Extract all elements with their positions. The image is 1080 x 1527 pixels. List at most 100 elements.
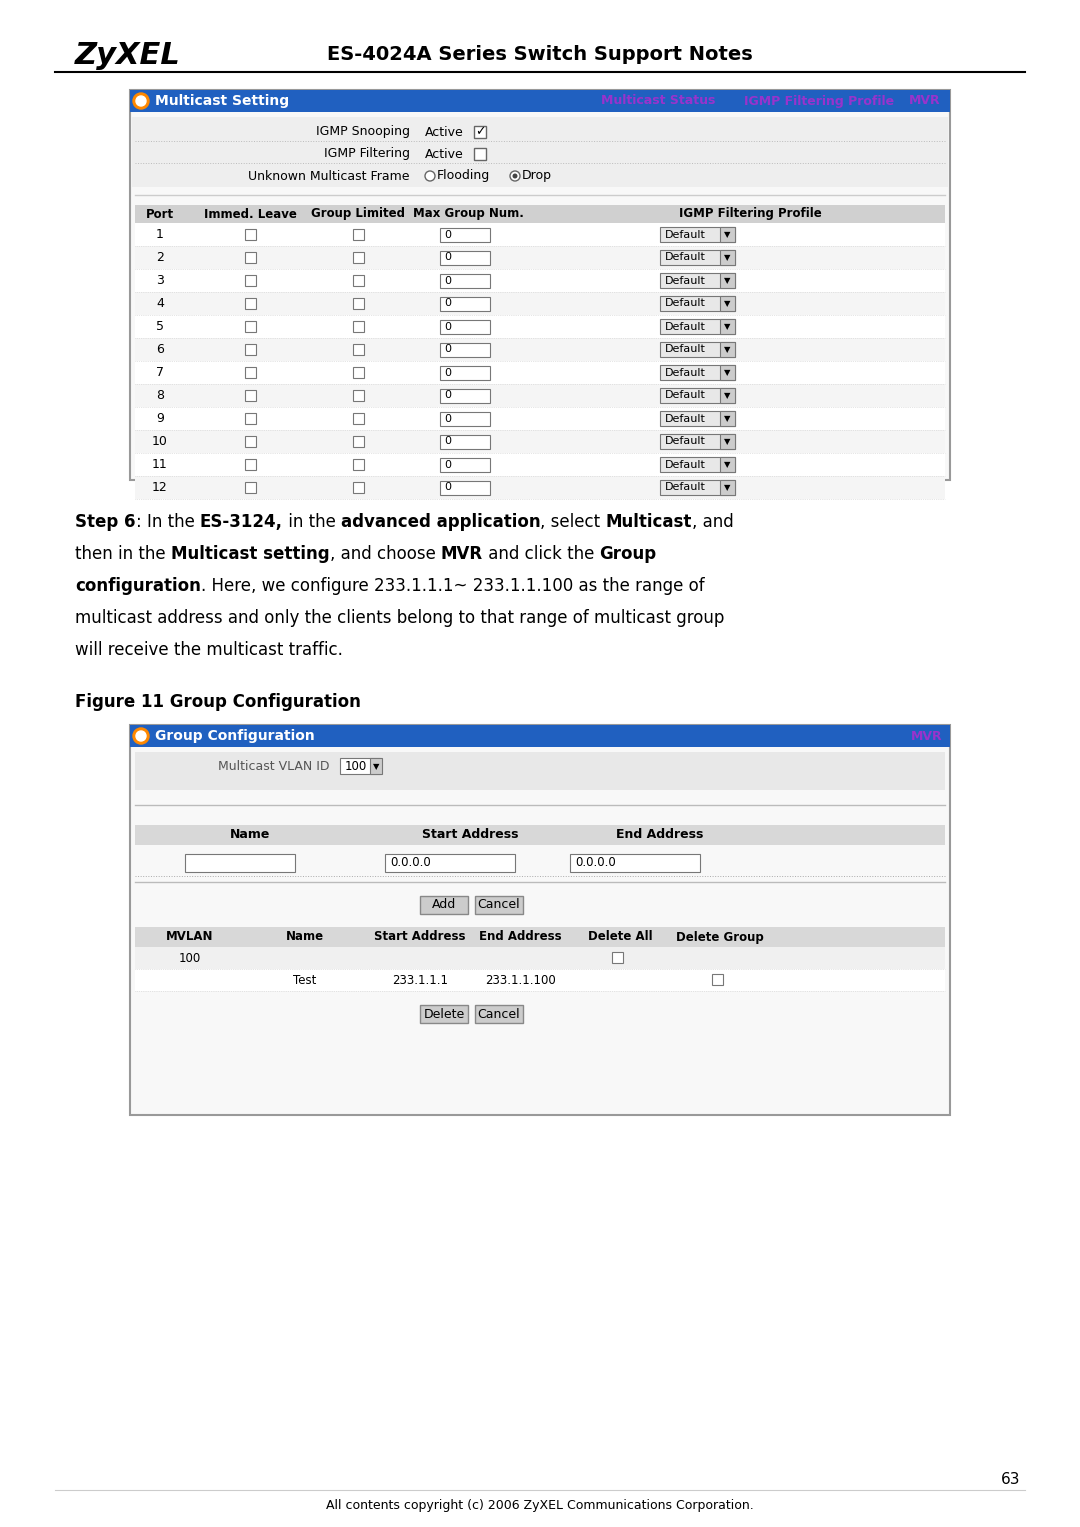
Text: 0: 0 xyxy=(444,252,451,263)
Text: multicast address and only the clients belong to that range of multicast group: multicast address and only the clients b… xyxy=(75,609,725,628)
Circle shape xyxy=(133,728,149,744)
Text: : In the: : In the xyxy=(135,513,200,531)
FancyBboxPatch shape xyxy=(660,457,735,472)
Text: 0: 0 xyxy=(444,298,451,308)
Circle shape xyxy=(133,93,149,108)
Text: IGMP Filtering Profile: IGMP Filtering Profile xyxy=(744,95,894,107)
FancyBboxPatch shape xyxy=(720,319,735,333)
FancyBboxPatch shape xyxy=(474,148,486,160)
FancyBboxPatch shape xyxy=(720,272,735,287)
Text: ZyXEL: ZyXEL xyxy=(75,41,180,70)
Text: Test: Test xyxy=(294,974,316,986)
FancyBboxPatch shape xyxy=(440,435,490,449)
Text: ▼: ▼ xyxy=(724,437,730,446)
FancyBboxPatch shape xyxy=(440,273,490,287)
FancyBboxPatch shape xyxy=(612,951,623,964)
FancyBboxPatch shape xyxy=(440,342,490,356)
Text: and click the: and click the xyxy=(483,545,599,563)
FancyBboxPatch shape xyxy=(135,269,945,292)
FancyBboxPatch shape xyxy=(353,252,364,263)
Text: ▼: ▼ xyxy=(724,231,730,240)
Text: Start Address: Start Address xyxy=(375,930,465,944)
Text: 63: 63 xyxy=(1000,1472,1020,1487)
Text: 12: 12 xyxy=(152,481,167,495)
Text: , and: , and xyxy=(692,513,734,531)
Text: ▼: ▼ xyxy=(724,345,730,354)
Text: advanced application: advanced application xyxy=(341,513,540,531)
Text: . Here, we configure 233.1.1.1~ 233.1.1.100 as the range of: . Here, we configure 233.1.1.1~ 233.1.1.… xyxy=(201,577,704,596)
Text: MVR: MVR xyxy=(441,545,483,563)
FancyBboxPatch shape xyxy=(474,127,486,137)
Circle shape xyxy=(426,171,435,182)
FancyBboxPatch shape xyxy=(353,229,364,240)
Text: End Address: End Address xyxy=(478,930,562,944)
Text: Default: Default xyxy=(665,368,706,377)
FancyBboxPatch shape xyxy=(440,250,490,264)
FancyBboxPatch shape xyxy=(660,411,735,426)
Text: ▼: ▼ xyxy=(724,276,730,286)
Text: 3: 3 xyxy=(157,273,164,287)
Text: ▼: ▼ xyxy=(724,460,730,469)
Text: 10: 10 xyxy=(152,435,167,447)
FancyBboxPatch shape xyxy=(353,344,364,354)
FancyBboxPatch shape xyxy=(245,275,256,286)
FancyBboxPatch shape xyxy=(660,272,735,287)
FancyBboxPatch shape xyxy=(475,1005,523,1023)
Text: End Address: End Address xyxy=(617,829,704,841)
Text: , and choose: , and choose xyxy=(329,545,441,563)
FancyBboxPatch shape xyxy=(135,337,945,360)
Text: ▼: ▼ xyxy=(724,414,730,423)
Text: Group Configuration: Group Configuration xyxy=(156,728,314,744)
FancyBboxPatch shape xyxy=(245,252,256,263)
Text: 100: 100 xyxy=(179,951,201,965)
FancyBboxPatch shape xyxy=(420,1005,468,1023)
FancyBboxPatch shape xyxy=(135,292,945,315)
Text: 0: 0 xyxy=(444,460,451,469)
Text: ✓: ✓ xyxy=(475,125,485,139)
Text: Step 6: Step 6 xyxy=(75,513,135,531)
Text: Default: Default xyxy=(665,345,706,354)
Text: 100: 100 xyxy=(345,760,367,774)
Text: Flooding: Flooding xyxy=(437,169,490,183)
Text: 233.1.1.100: 233.1.1.100 xyxy=(485,974,555,986)
Text: Max Group Num.: Max Group Num. xyxy=(413,208,524,220)
FancyBboxPatch shape xyxy=(130,90,950,479)
Text: Default: Default xyxy=(665,275,706,286)
Text: Name: Name xyxy=(230,829,270,841)
Text: 8: 8 xyxy=(156,389,164,402)
Text: Cancel: Cancel xyxy=(477,898,521,912)
Text: Active: Active xyxy=(426,125,463,139)
FancyBboxPatch shape xyxy=(135,825,945,844)
Text: 233.1.1.1: 233.1.1.1 xyxy=(392,974,448,986)
FancyBboxPatch shape xyxy=(130,725,950,1115)
Text: Delete: Delete xyxy=(423,1008,464,1020)
FancyBboxPatch shape xyxy=(440,228,490,241)
Text: 0: 0 xyxy=(444,414,451,423)
Text: ES-3124,: ES-3124, xyxy=(200,513,283,531)
Text: Default: Default xyxy=(665,322,706,331)
FancyBboxPatch shape xyxy=(353,366,364,377)
Text: Active: Active xyxy=(426,148,463,160)
FancyBboxPatch shape xyxy=(245,435,256,446)
Text: Group: Group xyxy=(599,545,657,563)
FancyBboxPatch shape xyxy=(440,458,490,472)
FancyBboxPatch shape xyxy=(660,296,735,310)
FancyBboxPatch shape xyxy=(440,481,490,495)
FancyBboxPatch shape xyxy=(660,388,735,403)
FancyBboxPatch shape xyxy=(245,229,256,240)
Text: Multicast setting: Multicast setting xyxy=(171,545,329,563)
Text: 0: 0 xyxy=(444,275,451,286)
FancyBboxPatch shape xyxy=(132,118,948,186)
Text: MVR: MVR xyxy=(910,730,942,742)
Text: 0: 0 xyxy=(444,483,451,493)
Text: Figure 11 Group Configuration: Figure 11 Group Configuration xyxy=(75,693,361,712)
FancyBboxPatch shape xyxy=(185,854,295,872)
Text: 5: 5 xyxy=(156,321,164,333)
FancyBboxPatch shape xyxy=(135,315,945,337)
Circle shape xyxy=(136,731,146,741)
Text: 0: 0 xyxy=(444,229,451,240)
FancyBboxPatch shape xyxy=(660,249,735,264)
FancyBboxPatch shape xyxy=(440,319,490,333)
FancyBboxPatch shape xyxy=(135,782,945,789)
Text: ES-4024A Series Switch Support Notes: ES-4024A Series Switch Support Notes xyxy=(327,46,753,64)
